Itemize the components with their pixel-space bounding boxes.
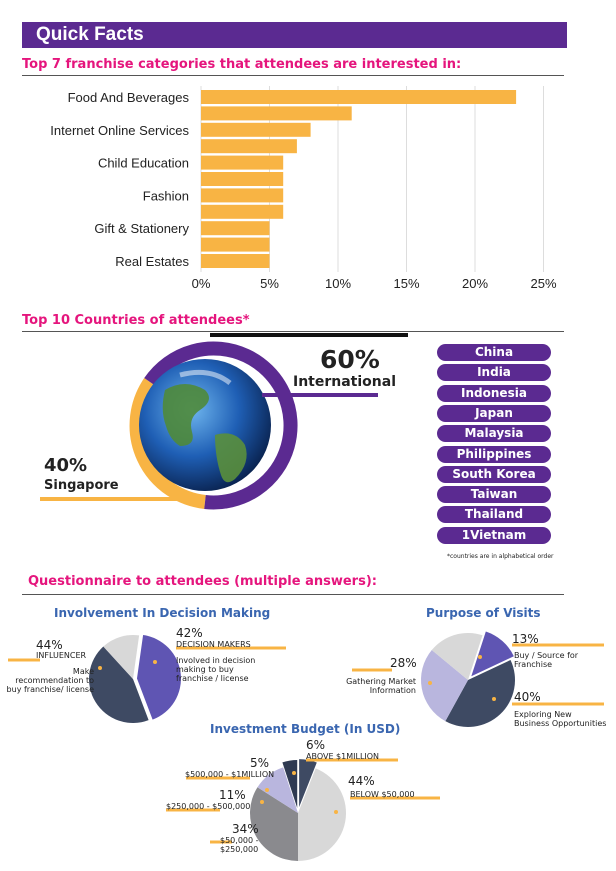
below-label: BELOW $50,000 <box>350 790 415 799</box>
pie-slice <box>88 646 149 723</box>
bar <box>201 237 270 252</box>
dm-pct: 42% <box>176 626 203 640</box>
bar <box>201 139 297 154</box>
pie-slice <box>257 767 298 813</box>
gather-pct: 28% <box>390 656 417 670</box>
international-pct: 60% <box>320 345 380 374</box>
leader-dot <box>334 810 338 814</box>
above-label: ABOVE $1MILLION <box>306 752 380 761</box>
m250-label: $250,000 - $500,000 <box>166 802 251 811</box>
leader-dot <box>265 788 269 792</box>
bar-chart-svg: 0% 5% 10% 15% 20% 25% Food And Beverages Intern… <box>50 86 557 291</box>
franchise-bar-chart: 0% 5% 10% 15% 20% 25% Food And Beverages Intern… <box>0 0 616 300</box>
mid-pct: 34% <box>232 822 259 836</box>
banner-title: Quick Facts <box>36 24 144 45</box>
m250-pct: 11% <box>219 788 246 802</box>
bar <box>201 122 311 137</box>
pie-slice <box>299 759 317 808</box>
country-pill: Japan <box>437 404 551 422</box>
country-pill: India <box>437 364 551 382</box>
pie-slice <box>250 787 298 861</box>
bar-category-label: Fashion <box>143 188 189 203</box>
country-pill: 1Vietnam <box>437 526 551 544</box>
quick-facts-banner: Quick Facts <box>22 22 567 48</box>
inf-pct: 44% <box>36 638 63 652</box>
country-pill: Malaysia <box>437 425 551 443</box>
globe-graphic <box>40 341 378 510</box>
bar <box>201 106 352 121</box>
singapore-pct: 40% <box>44 455 88 476</box>
involvement-title: Involvement In Decision Making <box>54 606 271 620</box>
gather-label: Gathering Market Information <box>346 677 416 695</box>
bar-xtick-label: 15% <box>393 276 419 291</box>
countries-accent-bar <box>210 333 408 337</box>
bar <box>201 172 284 186</box>
franchise-section-title: Top 7 franchise categories that attendee… <box>22 57 462 72</box>
questionnaire-rule <box>22 594 564 595</box>
bar-xtick-label: 25% <box>530 276 556 291</box>
buy-label: Buy / Source for Franchise <box>514 651 579 669</box>
purpose-title: Purpose of Visits <box>426 606 541 620</box>
explore-pct: 40% <box>514 690 541 704</box>
bar <box>201 188 284 203</box>
leader-dot <box>153 660 157 664</box>
country-pill: Thailand <box>437 506 551 524</box>
pie-slice <box>431 633 483 680</box>
leader-dot <box>292 771 296 775</box>
country-pill: South Korea <box>437 465 551 483</box>
country-pill: Philippines <box>437 445 551 463</box>
dm-label: DECISION MAKERS <box>176 640 251 649</box>
pie-slice <box>298 768 346 861</box>
country-pill: Indonesia <box>437 384 551 402</box>
dm-desc: Involved in decision making to buy franc… <box>176 656 256 683</box>
below-pct: 44% <box>348 774 375 788</box>
pie-slice <box>421 650 468 722</box>
international-label: International <box>293 374 397 390</box>
bar <box>201 90 517 104</box>
m500-pct: 5% <box>250 756 270 770</box>
bar-category-label: Real Estates <box>115 254 189 269</box>
bar-xtick-label: 5% <box>260 276 279 291</box>
bar-xtick-label: 10% <box>325 276 351 291</box>
bar-xtick-label: 0% <box>192 276 211 291</box>
singapore-ring <box>129 378 206 509</box>
pie-slice <box>136 634 181 720</box>
singapore-label: Singapore <box>44 478 119 493</box>
mid-label: $50,000 - $250,000 <box>220 836 259 854</box>
leader-dot <box>98 666 102 670</box>
budget-title: Investment Budget (In USD) <box>210 722 401 736</box>
bar-category-label: Gift & Stationery <box>94 221 189 236</box>
pie-slice <box>445 659 515 727</box>
leader-dot <box>260 800 264 804</box>
bar <box>201 204 284 219</box>
buy-pct: 13% <box>512 632 539 646</box>
countries-footnote: *countries are in alphabetical order <box>447 553 554 560</box>
bar <box>201 155 284 170</box>
bar <box>201 254 270 268</box>
countries-rule <box>22 331 564 332</box>
country-pill: China <box>437 344 551 361</box>
inf-desc: Make recommendation to buy franchise/ li… <box>6 667 94 694</box>
bar-xtick-label: 20% <box>462 276 488 291</box>
country-pill: Taiwan <box>437 486 551 504</box>
countries-section-title: Top 10 Countries of attendees* <box>22 313 250 328</box>
pie-slice <box>471 631 514 677</box>
explore-label: Exploring New Business Opportunities <box>514 710 607 728</box>
bar-category-label: Child Education <box>98 156 189 171</box>
questionnaire-section-title: Questionnaire to attendees (multiple ans… <box>28 574 377 589</box>
m500-label: $500,000 - $1MILLION <box>185 770 275 779</box>
above-pct: 6% <box>306 738 326 752</box>
leader-dot <box>478 655 482 659</box>
leader-dot <box>428 681 432 685</box>
leader-dot <box>492 697 496 701</box>
inf-label: INFLUENCER <box>36 651 87 660</box>
bar <box>201 221 270 236</box>
bar-category-label: Food And Beverages <box>68 90 190 105</box>
franchise-rule <box>22 75 564 76</box>
bar-category-label: Internet Online Services <box>50 123 189 138</box>
pie-slice <box>103 635 140 679</box>
